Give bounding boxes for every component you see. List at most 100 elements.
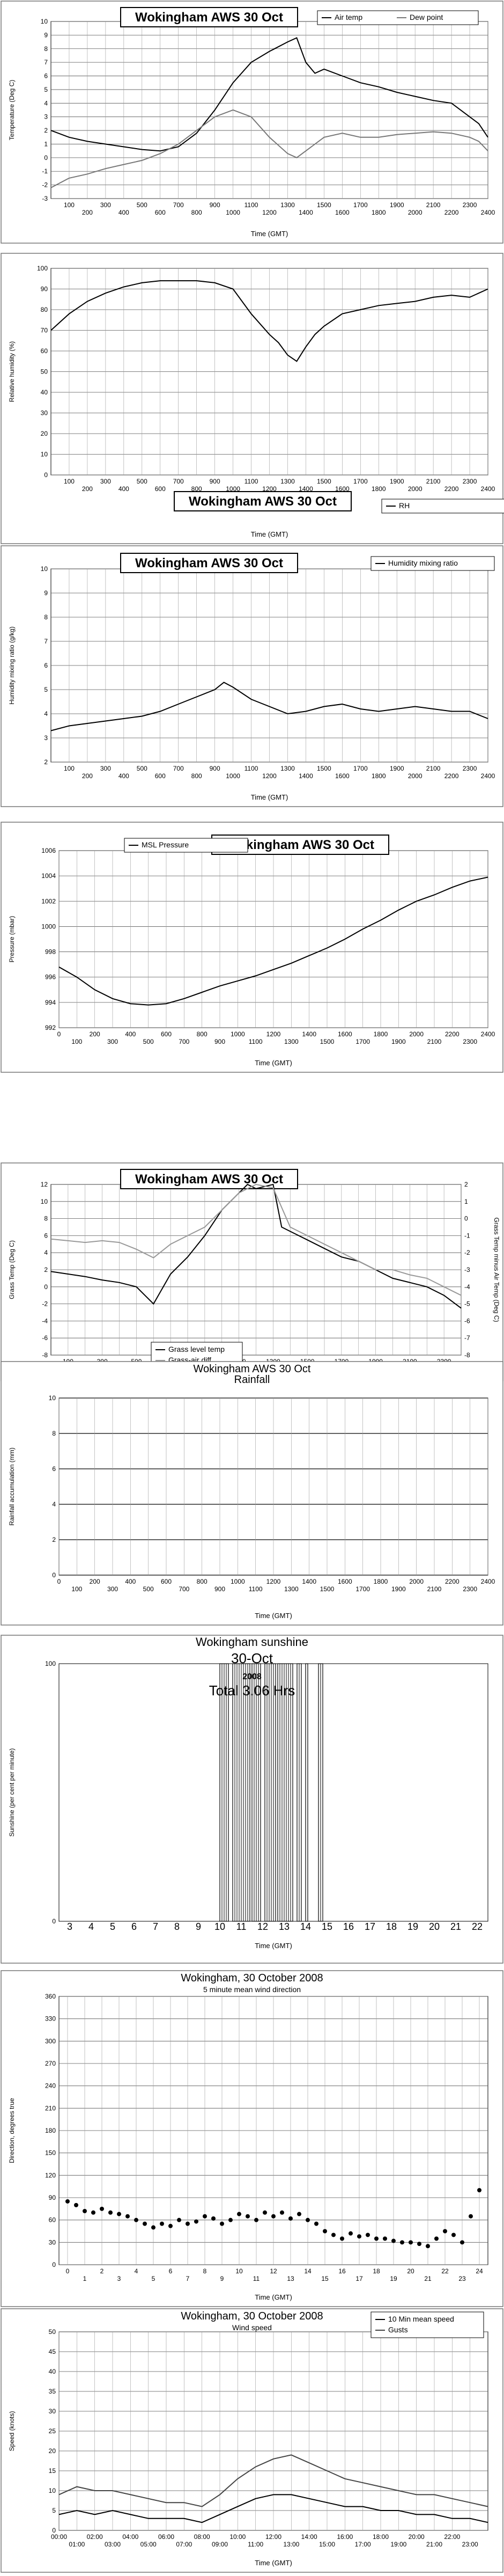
data-point [186, 2221, 190, 2226]
data-point [83, 2209, 87, 2213]
series-line-1 [50, 1183, 462, 1296]
x-tick-label: 1800 [372, 772, 386, 780]
data-point [160, 2221, 164, 2226]
x-tick-label: 2200 [445, 1030, 459, 1038]
x-tick-label: 4 [135, 2267, 138, 2275]
data-point [306, 2218, 310, 2222]
data-point [331, 2233, 336, 2237]
x-tick-label: 1600 [335, 772, 350, 780]
y2-tick-label: -5 [464, 1300, 470, 1308]
y-tick-label: 7 [44, 58, 48, 66]
x-tick-label: 1000 [226, 485, 240, 493]
x-axis-label: Time (GMT) [255, 2293, 292, 2301]
y-tick-label: 998 [45, 948, 56, 956]
legend-box [370, 556, 495, 571]
x-tick-label: 12:00 [265, 2533, 281, 2541]
x-tick-label: 15 [321, 2275, 329, 2282]
x-tick-label: 22:00 [444, 2533, 460, 2541]
x-tick-label: 1600 [338, 1578, 352, 1585]
y-tick-label: 3 [44, 113, 48, 121]
y-tick-label: 1000 [41, 923, 56, 930]
x-tick-label: 1200 [266, 1578, 281, 1585]
x-tick-label: 2100 [427, 1038, 442, 1045]
x-tick-label: 200 [82, 485, 93, 493]
x-tick-label: 100 [64, 201, 75, 209]
x-tick-label: 400 [118, 772, 129, 780]
y-tick-label: 0 [52, 2261, 56, 2268]
x-tick-label: 18 [373, 2267, 380, 2275]
x-tick-label: 2 [100, 2267, 104, 2275]
series-line-0 [58, 876, 488, 1006]
legend-box [381, 499, 504, 514]
x-tick-label: 400 [125, 1030, 136, 1038]
y-tick-label: 2 [52, 1536, 56, 1543]
y-tick-label: 8 [44, 613, 48, 621]
y-tick-label: 0 [52, 1571, 56, 1579]
x-tick-label: 1100 [244, 201, 258, 209]
x-tick-label: 14 [300, 1921, 311, 1932]
y-tick-label: -6 [42, 1334, 48, 1342]
y-tick-label: 360 [45, 1993, 56, 2000]
x-tick-label: 06:00 [158, 2533, 174, 2541]
x-tick-label: 1000 [226, 772, 240, 780]
data-point [168, 2223, 173, 2228]
x-tick-label: 16:00 [337, 2533, 353, 2541]
x-tick-label: 1700 [353, 201, 368, 209]
data-point [246, 2214, 250, 2219]
data-point [91, 2210, 95, 2215]
y-tick-label: 9 [44, 589, 48, 597]
data-point [271, 2214, 276, 2219]
y-tick-label: 150 [45, 2149, 56, 2157]
x-tick-label: 100 [71, 1585, 82, 1593]
y-tick-label: 6 [44, 1232, 48, 1239]
y-tick-label: 50 [49, 2328, 56, 2336]
x-tick-label: 1800 [372, 209, 386, 216]
y-tick-label: 270 [45, 2060, 56, 2067]
x-tick-label: 1900 [390, 765, 404, 772]
y-tick-label: 120 [45, 2171, 56, 2179]
x-tick-label: 0 [57, 1578, 61, 1585]
series-0 [65, 2188, 481, 2249]
x-tick-label: 1700 [355, 1585, 370, 1593]
x-tick-label: 2300 [463, 765, 477, 772]
y-tick-label: 4 [44, 1249, 48, 1256]
x-tick-label: 1500 [317, 765, 331, 772]
chart-subtitle: Rainfall [234, 1374, 270, 1386]
x-tick-label: 17:00 [355, 2541, 371, 2548]
x-tick-label: 100 [64, 765, 75, 772]
y-tick-label: 4 [52, 1501, 56, 1508]
x-tick-label: 1300 [280, 478, 295, 485]
x-tick-label: 7 [153, 1921, 158, 1932]
x-tick-label: 05:00 [140, 2541, 157, 2548]
x-tick-label: 20:00 [409, 2533, 425, 2541]
chart-mixing-ratio: 2 3 4 5 6 7 8 9 10 100 200 300 400 500 600 700 800 900 100… [0, 545, 504, 808]
x-tick-label: 21:00 [426, 2541, 442, 2548]
x-tick-label: 1600 [335, 209, 350, 216]
x-tick-label: 16 [343, 1921, 354, 1932]
y-tick-label: 70 [41, 327, 48, 334]
legend: Humidity mixing ratio [370, 556, 495, 571]
x-tick-label: 8 [203, 2267, 207, 2275]
x-tick-label: 1000 [231, 1030, 245, 1038]
x-tick-label: 600 [155, 485, 166, 493]
y-tick-label: 8 [44, 1215, 48, 1223]
data-point [443, 2229, 447, 2234]
x-tick-label: 1100 [249, 1038, 263, 1045]
x-tick-label: 1800 [372, 485, 386, 493]
x-tick-label: 100 [64, 478, 75, 485]
y-tick-label: 20 [41, 430, 48, 437]
x-axis-label: Time (GMT) [255, 1942, 292, 1950]
legend-box [370, 2311, 484, 2338]
x-tick-label: 18 [386, 1921, 397, 1932]
series-0 [219, 1663, 323, 1922]
x-tick-label: 500 [143, 1038, 154, 1045]
y-tick-label: 180 [45, 2127, 56, 2134]
x-tick-label: 1800 [374, 1578, 388, 1585]
x-tick-label: 1200 [262, 209, 277, 216]
y2-tick-label: -4 [464, 1283, 470, 1291]
x-tick-label: 21 [424, 2275, 432, 2282]
data-point [357, 2234, 361, 2239]
y-tick-label: -1 [42, 167, 48, 175]
chart-title: Wokingham AWS 30 Oct [135, 10, 283, 25]
x-tick-label: 2000 [408, 772, 423, 780]
